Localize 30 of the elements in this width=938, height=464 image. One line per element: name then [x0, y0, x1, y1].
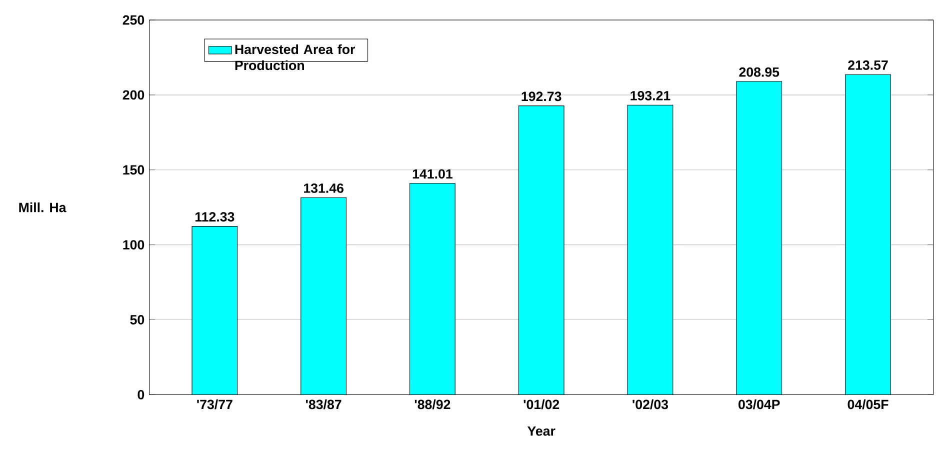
data-label: 141.01: [412, 169, 452, 179]
data-label: 193.21: [630, 90, 670, 100]
data-label: 213.57: [848, 60, 888, 70]
data-label: 112.33: [195, 212, 234, 222]
y-tick-label: 50: [130, 315, 144, 324]
x-tick-label: '01/02: [524, 399, 560, 410]
data-label: 208.95: [739, 67, 780, 77]
y-axis-title: Mill. Ha: [19, 202, 66, 212]
x-tick-label: 03/04P: [738, 399, 780, 410]
y-tick-label: 0: [138, 390, 144, 400]
x-tick-label: '88/92: [414, 399, 450, 410]
data-label: 192.73: [522, 92, 562, 102]
x-tick-label: '83/87: [306, 399, 342, 410]
bar: [845, 74, 891, 395]
bar: [192, 226, 238, 395]
x-axis-title: Year: [527, 426, 556, 436]
bar: [518, 106, 564, 395]
y-tick-label: 250: [122, 15, 144, 25]
x-tick-label: '02/03: [632, 399, 668, 410]
legend-label: Harvested Area for Production: [235, 44, 356, 70]
y-tick-label: 200: [122, 90, 144, 100]
data-label: 131.46: [304, 183, 344, 193]
x-tick-label: '73/77: [197, 399, 232, 410]
bar: [627, 104, 674, 395]
x-tick-label: 04/05F: [848, 399, 888, 410]
bar: [300, 197, 346, 395]
y-tick-label: 100: [123, 240, 144, 250]
bar: [410, 183, 456, 395]
y-tick-label: 150: [123, 165, 144, 175]
bar: [736, 81, 782, 395]
